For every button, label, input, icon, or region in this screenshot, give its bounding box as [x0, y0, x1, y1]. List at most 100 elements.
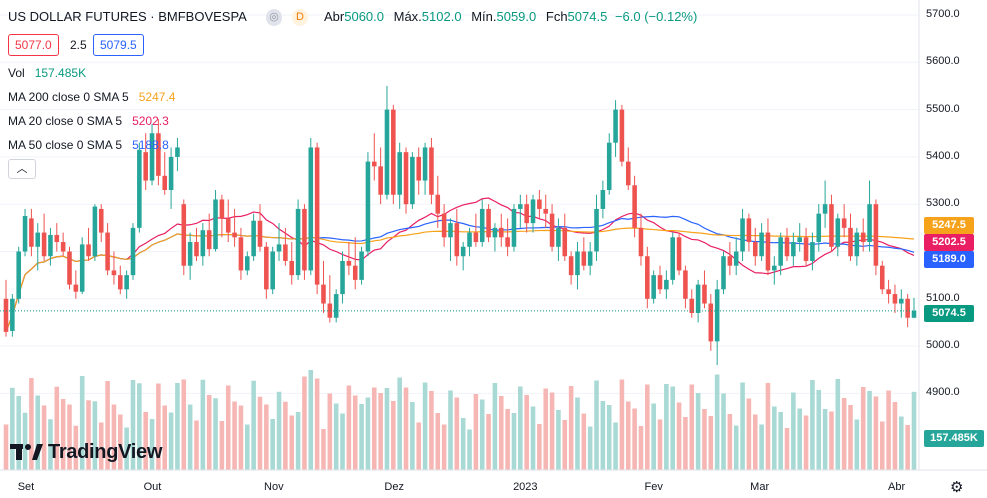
candle-body [530, 199, 536, 224]
candle-body [454, 223, 460, 257]
volume-bar [67, 404, 72, 470]
legend-ma20[interactable]: MA 20 close 0 SMA 5 5202.3 [8, 114, 169, 128]
volume-bar [352, 395, 358, 470]
volume-bar [892, 402, 898, 470]
volume-bar [537, 424, 542, 470]
volume-bar [556, 410, 561, 470]
volume-bar [308, 370, 314, 470]
volume-bar [625, 401, 631, 470]
volume-bar [54, 386, 60, 470]
candle-body [486, 208, 491, 238]
candle-body [16, 251, 21, 299]
volume-bar [664, 384, 669, 470]
candle-body [892, 294, 898, 304]
volume-bar [29, 378, 34, 470]
volume-bar [587, 426, 593, 470]
volume-bar [86, 400, 91, 470]
volume-bar [848, 405, 853, 470]
candle-body [664, 279, 669, 290]
volume-bar [479, 399, 485, 470]
candle-body [619, 109, 625, 162]
volume-bar [365, 397, 371, 470]
volume-bar [270, 419, 275, 470]
status-pill-d[interactable]: D [292, 9, 308, 26]
time-tick-label: Dez [384, 481, 404, 493]
candle-body [175, 147, 180, 157]
volume-bars [3, 370, 917, 470]
volume-bar [486, 414, 491, 470]
candle-body [327, 303, 333, 318]
candle-body [772, 265, 777, 271]
volume-bar [632, 408, 637, 470]
volume-bar [638, 426, 644, 470]
volume-bar [791, 392, 796, 470]
volume-bar [111, 404, 117, 470]
volume-bar [429, 391, 434, 470]
volume-bar [835, 379, 841, 470]
candle-body [314, 147, 320, 285]
legend-ma50[interactable]: MA 50 close 0 SMA 5 5188.8 [8, 138, 169, 152]
volume-bar [276, 391, 282, 470]
candle-body [308, 147, 314, 271]
candle-body [562, 227, 568, 257]
volume-bar [746, 398, 752, 470]
volume-bar [549, 392, 555, 470]
tradingview-logo[interactable]: TradingView [10, 440, 162, 464]
volume-bar [22, 412, 28, 470]
time-tick-label: Mar [750, 481, 770, 493]
candle-body [302, 208, 307, 271]
volume-bar [384, 388, 390, 470]
settings-gear-icon[interactable]: ⚙ [950, 479, 964, 496]
candle-body [3, 298, 9, 332]
price-tick-label: 5300.0 [926, 197, 960, 210]
tag-ma50: 5189.0 [924, 251, 974, 268]
volume-bar [911, 391, 917, 470]
candle-body [22, 216, 28, 252]
collapse-legend-button[interactable]: ︿ [8, 159, 36, 179]
volume-bar [219, 421, 225, 470]
candle-body [625, 161, 631, 186]
candle-body [232, 232, 237, 238]
candle-body [759, 232, 764, 257]
sell-button[interactable]: 5077.0 [8, 34, 59, 56]
volume-bar [340, 413, 345, 470]
volume-bar [73, 425, 79, 470]
candle-body [822, 204, 828, 214]
volume-bar [543, 388, 549, 470]
candle-body [143, 152, 148, 181]
volume-bar [886, 390, 891, 470]
volume-bar [156, 383, 161, 470]
volume-bar [105, 381, 110, 470]
candle-body [543, 208, 549, 214]
candle-body [137, 149, 142, 228]
volume-bar [251, 380, 256, 470]
candle-body [498, 227, 504, 238]
volume-bar [505, 409, 510, 470]
volume-bar [759, 424, 764, 470]
volume-bar [575, 397, 580, 470]
candle-body [67, 251, 72, 285]
volume-bar [314, 378, 320, 470]
status-pill-gray[interactable]: ◎ [266, 9, 282, 26]
candle-body [911, 310, 917, 318]
candle-body [124, 275, 129, 290]
candle-body [549, 213, 555, 247]
candle-body [600, 190, 606, 209]
candle-body [41, 232, 47, 257]
volume-bar [232, 401, 237, 470]
volume-bar [327, 393, 333, 470]
volume-bar [899, 416, 904, 470]
volume-bar [321, 429, 326, 470]
volume-bar [168, 412, 174, 470]
candle-body [575, 251, 580, 276]
legend-volume[interactable]: Vol 157.485K [8, 66, 87, 80]
volume-bar [333, 403, 339, 470]
buy-button[interactable]: 5079.5 [93, 34, 144, 56]
candle-body [225, 218, 231, 233]
legend-ma200[interactable]: MA 200 close 0 SMA 5 5247.4 [8, 90, 176, 104]
volume-bar [727, 414, 733, 470]
candle-body [130, 227, 136, 276]
candle-body [714, 289, 720, 342]
candle-body [251, 220, 256, 257]
